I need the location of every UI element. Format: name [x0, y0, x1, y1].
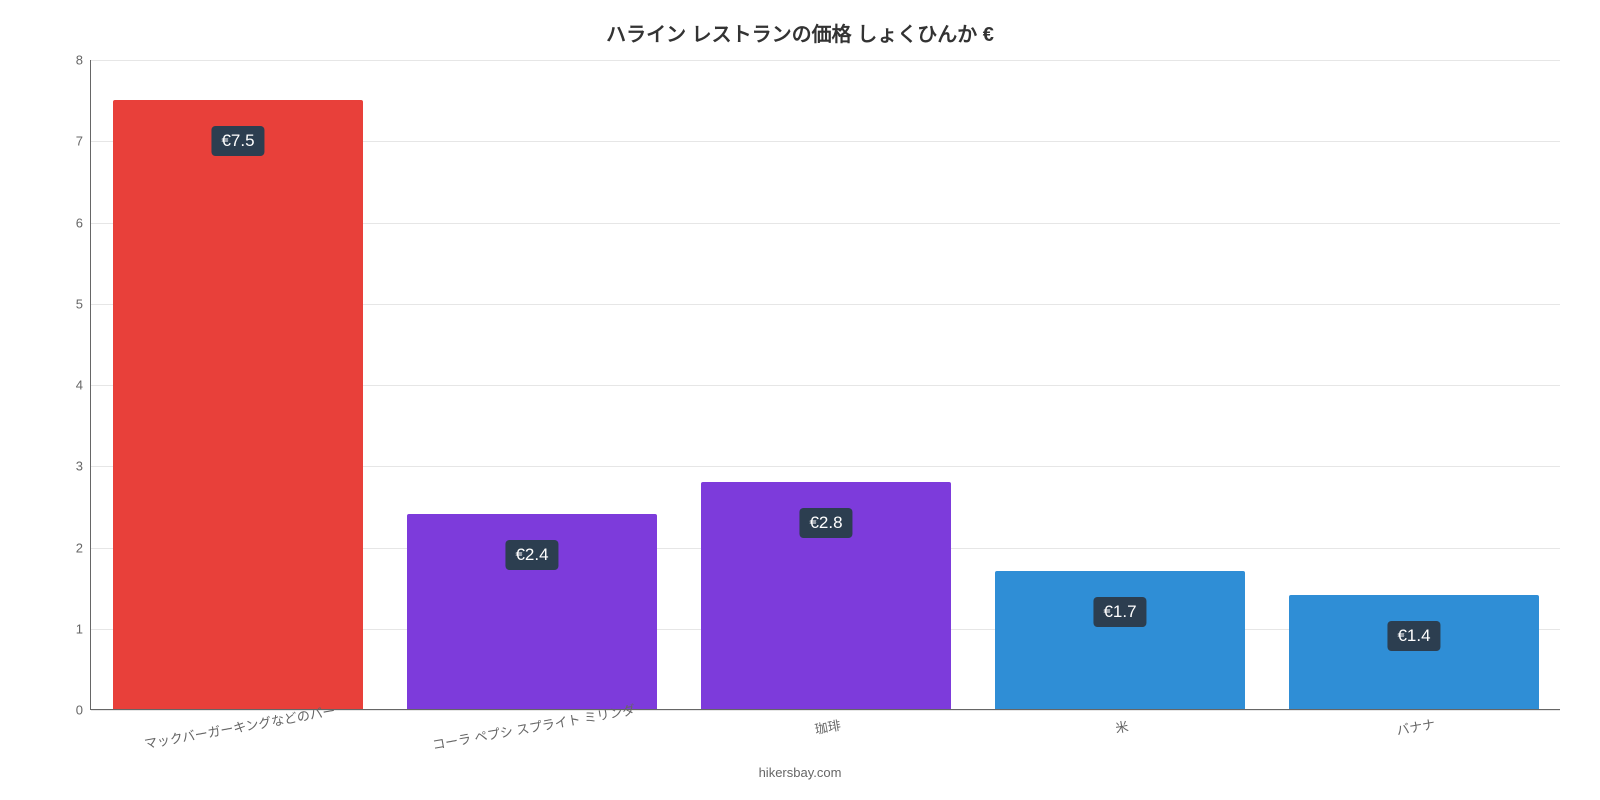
- y-tick-label: 0: [76, 703, 83, 718]
- x-tick-label: バナナ: [1395, 714, 1437, 739]
- bar: [995, 571, 1245, 709]
- bar-value-label: €7.5: [211, 126, 264, 156]
- y-tick-label: 5: [76, 296, 83, 311]
- plot-area: 012345678€7.5マックバーガーキングなどのバー€2.4コーラ ペプシ …: [90, 60, 1560, 710]
- y-gridline: [91, 60, 1560, 61]
- bar-chart: ハライン レストランの価格 しょくひんか € 012345678€7.5マックバ…: [0, 0, 1600, 800]
- bar: [113, 100, 363, 709]
- chart-credit: hikersbay.com: [0, 765, 1600, 780]
- bar-value-label: €2.8: [799, 508, 852, 538]
- bar-value-label: €2.4: [505, 540, 558, 570]
- y-tick-label: 7: [76, 134, 83, 149]
- y-tick-label: 3: [76, 459, 83, 474]
- y-tick-label: 8: [76, 53, 83, 68]
- y-tick-label: 1: [76, 621, 83, 636]
- bar-value-label: €1.4: [1387, 621, 1440, 651]
- x-tick-label: 珈琲: [813, 715, 842, 738]
- chart-title: ハライン レストランの価格 しょくひんか €: [0, 18, 1600, 47]
- y-tick-label: 6: [76, 215, 83, 230]
- y-tick-label: 2: [76, 540, 83, 555]
- bar: [1289, 595, 1539, 709]
- bar-value-label: €1.7: [1093, 597, 1146, 627]
- y-tick-label: 4: [76, 378, 83, 393]
- x-tick-label: 米: [1114, 716, 1130, 737]
